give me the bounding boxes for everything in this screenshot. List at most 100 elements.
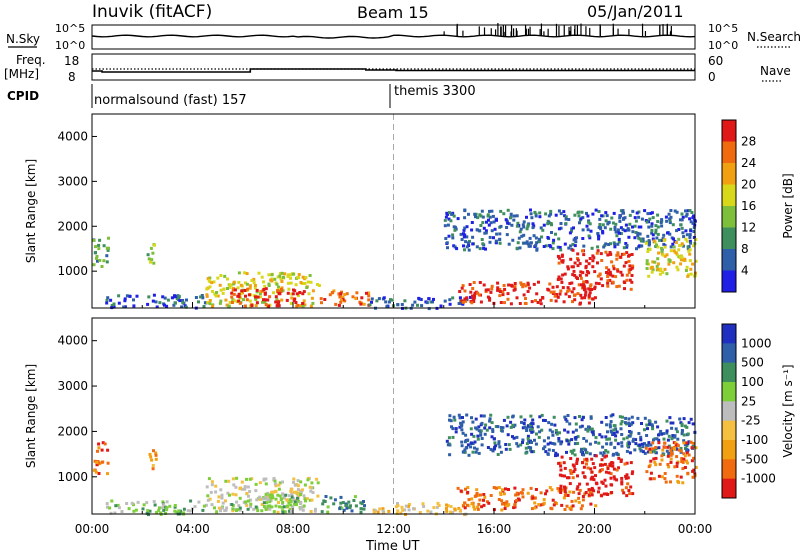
power-cell (102, 259, 106, 263)
power-cell (216, 276, 220, 280)
power-cell (498, 237, 502, 241)
velocity-cell (675, 461, 679, 465)
velocity-cell (684, 441, 688, 445)
velocity-cell (493, 445, 497, 449)
power-cell (684, 237, 688, 241)
power-colorbar-segment (722, 227, 736, 250)
power-cell (445, 241, 449, 245)
velocity-cell (106, 448, 110, 452)
power-cell (211, 289, 214, 293)
power-cell (637, 215, 641, 219)
power-cell (311, 289, 315, 293)
power-cell (613, 228, 617, 232)
power-cell (569, 244, 573, 248)
velocity-cell (567, 442, 571, 446)
power-cell (675, 265, 679, 269)
velocity-cell (464, 446, 468, 450)
velocity-cell (254, 482, 258, 486)
velocity-cell (349, 504, 352, 508)
power-cell (522, 233, 526, 237)
velocity-cell (589, 477, 593, 481)
power-cell (297, 294, 300, 298)
power-cell (267, 273, 271, 277)
power-cell (475, 228, 479, 232)
power-cell (238, 301, 242, 305)
power-cell (561, 259, 565, 263)
velocity-cell (629, 485, 633, 489)
power-cell (606, 275, 610, 278)
velocity-cell (645, 434, 649, 437)
velocity-cell (665, 449, 669, 453)
velocity-cell (613, 446, 617, 450)
power-cell (666, 231, 669, 235)
y-axis-label: Slant Range [km] (24, 159, 38, 263)
power-cell (476, 291, 480, 295)
velocity-cell (445, 509, 449, 513)
power-cell (684, 229, 688, 233)
power-cell (491, 214, 495, 218)
velocity-cell (599, 468, 603, 472)
velocity-cell (266, 507, 270, 511)
power-cell (571, 300, 574, 304)
velocity-cell (201, 508, 205, 512)
power-cell (531, 222, 535, 226)
power-cell (403, 299, 407, 303)
power-cell (158, 301, 162, 305)
power-cell (577, 210, 581, 214)
velocity-cell (160, 506, 164, 510)
power-cell (316, 283, 319, 286)
power-cell (208, 276, 212, 280)
velocity-cell (316, 481, 320, 485)
power-cell (509, 216, 512, 220)
power-cell (554, 213, 558, 217)
velocity-cell (578, 425, 582, 429)
velocity-cell (611, 464, 615, 468)
power-cell (390, 298, 394, 302)
velocity-colorbar-segment (722, 343, 736, 364)
power-cell (559, 277, 563, 281)
freq-unit: [MHz] (4, 67, 39, 81)
velocity-cell (674, 427, 678, 431)
power-cell (660, 218, 664, 222)
velocity-cell (449, 510, 453, 514)
power-cell (581, 228, 585, 232)
power-cell (339, 300, 343, 304)
velocity-cell (566, 430, 570, 434)
power-cell (551, 285, 555, 289)
power-cell (650, 228, 654, 232)
power-cell (492, 236, 495, 240)
velocity-cell (476, 507, 480, 511)
velocity-cell (533, 501, 537, 505)
power-cell (277, 292, 281, 296)
velocity-cell (553, 442, 557, 446)
power-cell (384, 300, 388, 304)
velocity-cell (581, 471, 585, 475)
velocity-cell (560, 503, 564, 507)
velocity-cell (477, 502, 481, 506)
power-cell (270, 273, 274, 277)
power-cell (449, 219, 453, 223)
power-cell (163, 296, 167, 300)
power-cell (292, 288, 295, 292)
velocity-cell (451, 427, 455, 431)
velocity-cell (558, 473, 562, 477)
power-cell (539, 226, 543, 230)
power-cell (572, 287, 576, 291)
velocity-cell (585, 482, 589, 486)
velocity-cell (554, 429, 558, 432)
velocity-cell (205, 485, 209, 489)
power-cell (184, 305, 188, 309)
power-cell (680, 242, 684, 246)
power-cell (457, 302, 461, 305)
power-cell (579, 301, 582, 305)
power-cell (470, 301, 474, 305)
power-cell (611, 264, 615, 268)
power-cell (237, 280, 241, 284)
power-cell (650, 211, 654, 215)
velocity-cell (223, 509, 227, 512)
power-cell (439, 304, 443, 308)
velocity-cell (669, 480, 672, 484)
beam-title: Beam 15 (357, 3, 429, 22)
velocity-cell (633, 448, 637, 452)
power-cell (463, 248, 466, 252)
